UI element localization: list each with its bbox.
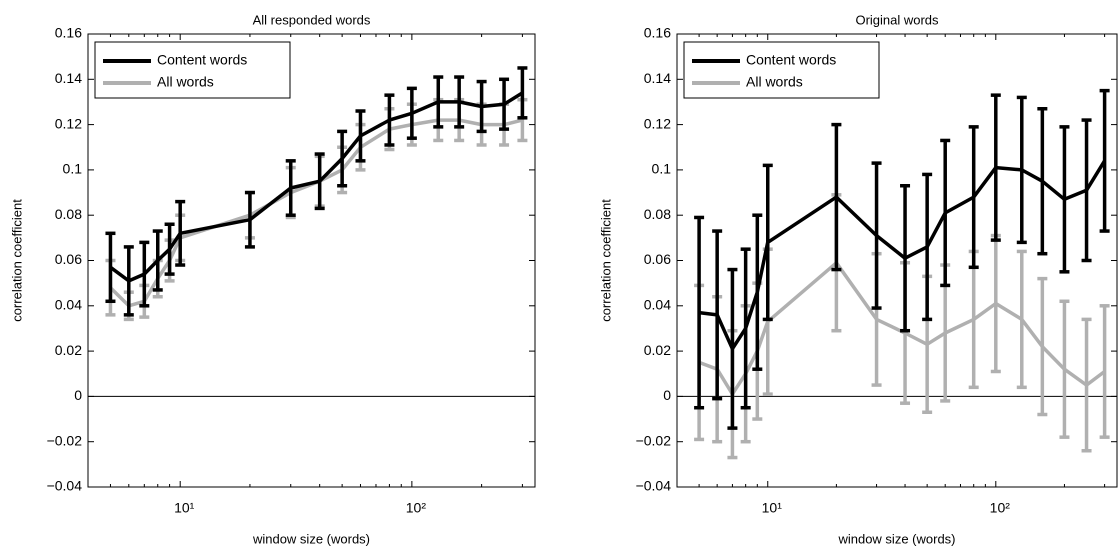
y-tick-label: 0.02 [55,342,82,358]
y-tick-label: −0.04 [636,478,672,494]
y-tick-label: 0.12 [55,115,82,131]
chart-title: All responded words [253,12,371,27]
y-tick-label: 0.14 [55,70,82,86]
series-line [109,118,523,308]
axes-box [676,33,1118,488]
y-tick-label: 0.04 [644,297,671,313]
y-tick-label: 0.14 [644,70,671,86]
error-bar [694,215,705,410]
x-axis-label: window size (words) [252,531,370,546]
y-axis-label: correlation coefficient [598,199,613,322]
plot-area [677,34,1117,487]
x-tick-label: 10¹ [174,500,195,516]
y-tick-label: 0.12 [644,115,671,131]
chart-title: Original words [855,12,939,27]
legend-label: Content words [746,52,836,68]
y-tick-label: 0.1 [63,161,83,177]
y-tick-label: −0.02 [47,432,83,448]
y-tick-label: 0 [74,387,82,403]
y-tick-label: 0.16 [644,25,671,41]
y-tick-label: −0.04 [47,478,83,494]
subplot: −0.04 −0.02 0 0.02 0.04 0.06 0.08 0.1 0.12 0.14 0.… [9,12,536,546]
y-tick-label: −0.02 [636,432,672,448]
y-tick-label: 0.04 [55,297,82,313]
y-tick-label: 0.08 [644,206,671,222]
y-tick-label: 0.06 [644,251,671,267]
error-bar [1099,304,1110,439]
y-axis-label: correlation coefficient [9,199,24,322]
y-tick-label: 0.16 [55,25,82,41]
error-bar [517,66,528,120]
legend-label: All words [157,74,214,90]
series-line [698,159,1107,351]
legend-box [94,41,291,99]
x-tick-label: 10² [406,500,427,516]
series-line [698,261,1106,396]
x-axis-label: window size (words) [837,531,955,546]
legend-label: All words [746,74,803,90]
x-tick-label: 10² [990,500,1011,516]
y-tick-label: 0.02 [644,342,671,358]
error-bar [105,231,116,304]
y-tick-label: 0.08 [55,206,82,222]
series-line [109,91,524,283]
y-tick-label: 0 [663,387,671,403]
legend-box [683,41,880,99]
subplot: −0.04 −0.02 0 0.02 0.04 0.06 0.08 0.1 0.12 0.14 0.… [598,12,1118,546]
y-tick-label: 0.1 [652,161,672,177]
x-tick-label: 10¹ [762,500,783,516]
axes-box [87,33,536,488]
legend-label: Content words [157,52,247,68]
y-tick-label: 0.06 [55,251,82,267]
